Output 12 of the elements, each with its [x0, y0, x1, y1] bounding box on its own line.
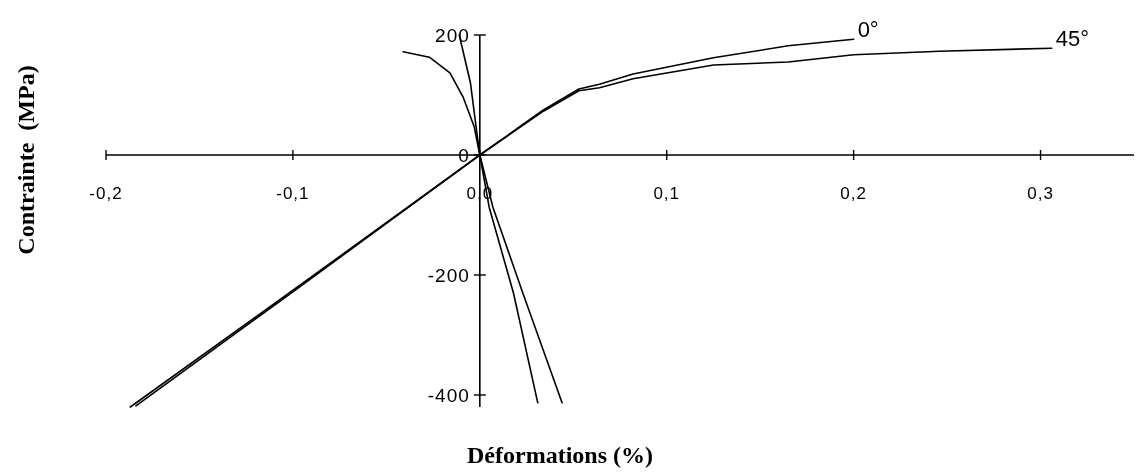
series-label: 0° — [857, 17, 879, 43]
y-tick-label: 200 — [435, 25, 470, 46]
y-axis-title: Contrainte (MPa) — [13, 65, 39, 255]
x-tick-label: 0,3 — [1027, 184, 1054, 203]
series-label: 45° — [1055, 26, 1090, 52]
x-tick-label: -0,1 — [276, 184, 310, 203]
x-tick-label: 0,1 — [653, 184, 681, 203]
y-tick-label: -200 — [427, 265, 470, 286]
y-tick-label: -400 — [427, 385, 470, 406]
x-tick-label: -0,2 — [89, 184, 123, 203]
x-tick-label: 0,2 — [840, 184, 867, 203]
x-axis-title: Déformations (%) — [467, 442, 653, 468]
